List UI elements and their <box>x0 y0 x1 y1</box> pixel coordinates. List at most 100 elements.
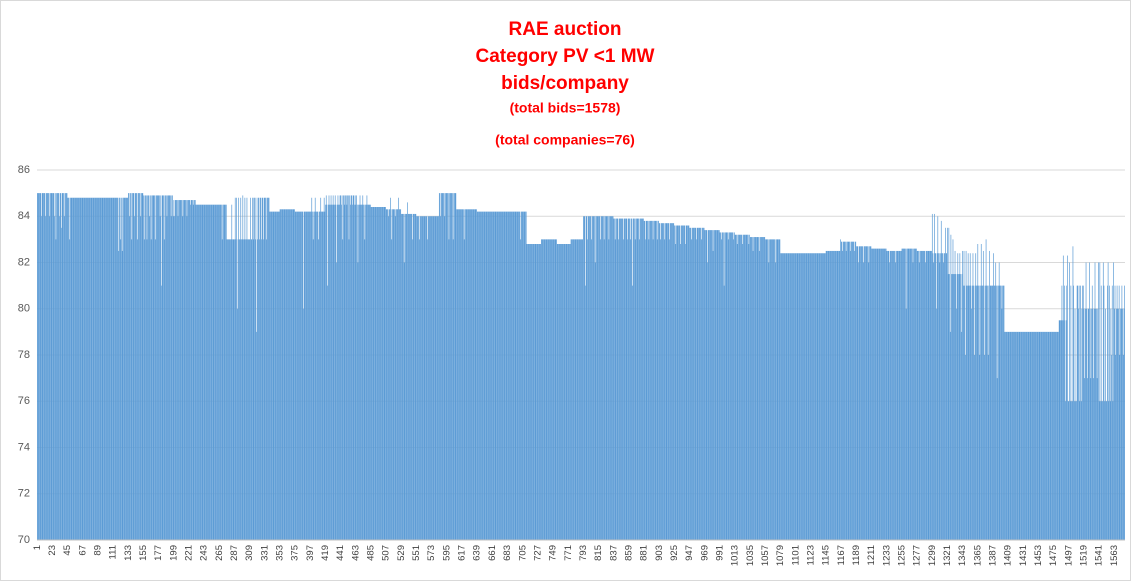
bar <box>135 193 137 540</box>
bar <box>825 253 826 540</box>
bar <box>1120 308 1122 540</box>
bar <box>735 234 737 540</box>
bar <box>271 211 273 540</box>
bar <box>1091 308 1092 540</box>
bar <box>1082 285 1084 540</box>
bar <box>214 204 215 540</box>
bar <box>365 204 366 540</box>
bar <box>633 218 635 540</box>
bar <box>522 211 524 540</box>
bar <box>483 211 485 540</box>
bar <box>390 197 391 540</box>
bar <box>987 285 988 540</box>
bar <box>92 197 93 540</box>
bar <box>67 197 69 540</box>
bar <box>996 285 997 540</box>
bar <box>804 253 806 540</box>
bar <box>232 239 233 540</box>
bar <box>604 216 606 540</box>
bar <box>368 204 370 540</box>
bar <box>1122 355 1124 540</box>
bar <box>199 204 201 540</box>
x-tick-label: 925 <box>669 545 680 561</box>
bar <box>916 250 918 540</box>
bar <box>974 355 975 540</box>
bar <box>92 197 94 540</box>
bar <box>479 211 481 540</box>
bar <box>485 211 487 540</box>
bar <box>596 216 598 540</box>
bar <box>638 239 640 540</box>
bar <box>1072 246 1074 540</box>
bar <box>719 232 721 540</box>
bar <box>1025 331 1026 540</box>
bar <box>503 211 504 540</box>
bar <box>456 209 458 540</box>
bar <box>48 193 49 540</box>
bar <box>685 225 687 540</box>
bar <box>121 250 123 540</box>
bar <box>1089 308 1091 540</box>
bar <box>709 230 711 540</box>
x-tick-label: 1321 <box>942 545 953 566</box>
bar <box>549 239 551 540</box>
bar <box>548 239 550 540</box>
x-tick-label: 595 <box>441 545 452 561</box>
bar <box>930 250 932 540</box>
bar <box>1069 262 1070 540</box>
bar <box>1112 401 1114 540</box>
bar <box>846 241 848 540</box>
bar <box>929 250 930 540</box>
bar <box>254 239 256 540</box>
bar <box>186 216 188 540</box>
chart-subtitle: (total companies=76) <box>495 132 635 148</box>
bar <box>334 195 336 540</box>
bar <box>642 218 644 540</box>
bar <box>208 204 210 540</box>
x-tick-label: 991 <box>714 545 725 561</box>
bar <box>329 204 331 540</box>
bar <box>37 193 38 540</box>
bar <box>1018 331 1020 540</box>
bar <box>448 239 450 540</box>
bar <box>579 239 581 540</box>
bar <box>122 197 124 540</box>
bar <box>537 244 539 540</box>
x-tick-label: 1233 <box>881 545 892 566</box>
bar <box>629 239 631 540</box>
bar <box>452 193 453 540</box>
bar <box>192 200 193 540</box>
bar <box>814 253 815 540</box>
bar <box>440 216 442 540</box>
bar <box>68 197 70 540</box>
bar <box>390 209 392 540</box>
bar <box>839 250 841 540</box>
bar <box>878 248 880 540</box>
bar <box>683 225 685 540</box>
bar <box>1086 308 1088 540</box>
bar <box>671 223 673 540</box>
bar <box>95 197 97 540</box>
bar <box>732 232 734 540</box>
bar <box>449 193 450 540</box>
y-tick-label: 86 <box>18 164 30 176</box>
bar <box>959 253 961 540</box>
x-tick-label: 683 <box>502 545 513 561</box>
bar <box>965 355 966 540</box>
bar <box>569 244 570 540</box>
bar <box>574 239 575 540</box>
bar <box>575 239 577 540</box>
bar <box>815 253 817 540</box>
bar <box>1021 331 1023 540</box>
bar <box>555 239 557 540</box>
bar <box>196 204 198 540</box>
bar <box>487 211 488 540</box>
bar <box>70 197 71 540</box>
bar <box>749 237 751 540</box>
bar <box>980 244 982 540</box>
bar <box>50 193 52 540</box>
bar <box>392 209 394 540</box>
bar <box>762 237 764 540</box>
bar <box>534 244 535 540</box>
